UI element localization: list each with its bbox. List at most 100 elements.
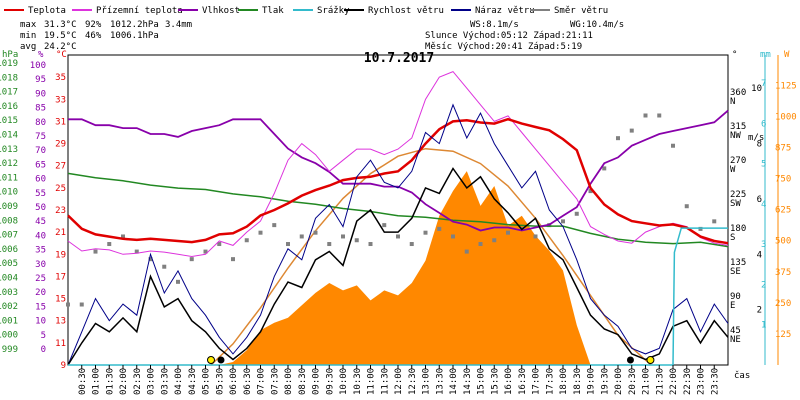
stat-max-label: max xyxy=(20,20,37,30)
wind-direction-point xyxy=(382,223,387,228)
ground-temperature-line xyxy=(67,71,729,258)
deg-axis-label: ° xyxy=(732,50,737,60)
x-tick-label: 19:00 xyxy=(587,368,597,395)
temperature-line xyxy=(67,117,729,245)
ms-tick: 2 xyxy=(757,306,762,316)
w-tick: 1125 xyxy=(775,81,797,91)
theoretical-solar-line xyxy=(210,147,652,366)
pct-tick: 5 xyxy=(41,331,46,341)
x-tick-label: 21:30 xyxy=(655,368,665,395)
wind-direction-point xyxy=(341,234,345,239)
hpa-tick: 1000 xyxy=(0,331,18,341)
x-tick-label: 02:00 xyxy=(119,368,129,395)
pct-tick: 55 xyxy=(35,189,46,199)
mm-tick: 4 xyxy=(761,200,766,210)
w-axis-label: W xyxy=(784,50,790,60)
deg-tick: 180 xyxy=(730,224,746,234)
x-tick-label: 06:00 xyxy=(229,368,239,395)
x-axis-label: čas xyxy=(734,370,750,381)
pct-tick: 70 xyxy=(35,146,46,156)
legend-label-2: Vlhkost xyxy=(202,6,240,16)
wind-direction-layer xyxy=(66,113,717,307)
stat-max-pressure: 1012.2hPa xyxy=(110,20,159,30)
wind-direction-point xyxy=(451,234,455,239)
wind-direction-point xyxy=(396,234,400,239)
deg-dir-label: N xyxy=(730,97,735,107)
x-tick-label: 23:30 xyxy=(710,368,720,395)
x-tick-label: 17:30 xyxy=(545,368,555,395)
mm-tick: 6 xyxy=(761,119,766,129)
deg-dir-label: E xyxy=(730,301,735,311)
svg-text:max: max xyxy=(20,20,37,30)
hpa-tick: 1011 xyxy=(0,173,18,183)
stat-moon: Měsíc Východ:20:41 Západ:5:19 xyxy=(425,42,582,52)
wind-direction-point xyxy=(657,113,662,118)
legend-label-7: Směr větru xyxy=(554,6,608,16)
sunrise-marker xyxy=(207,356,215,364)
wind-direction-point xyxy=(368,242,373,247)
wind-direction-point xyxy=(437,226,442,231)
legend: Teplota Přízemní teplota Vlhkost Tlak Srážky… xyxy=(4,6,608,16)
wind-direction-point xyxy=(506,230,510,235)
x-tick-label: 10:30 xyxy=(353,368,363,395)
x-tick-label: 08:00 xyxy=(284,368,294,395)
stat-min-humidity: 46% xyxy=(85,31,102,41)
wind-direction-point xyxy=(93,249,98,254)
pct-tick: 95 xyxy=(35,75,46,85)
solar-layer xyxy=(68,147,728,366)
hpa-tick: 1014 xyxy=(0,131,18,141)
deg-dir-label: SE xyxy=(730,267,741,277)
wind-direction-point xyxy=(464,249,469,254)
x-tick-label: 09:30 xyxy=(325,368,335,395)
hpa-tick: 1004 xyxy=(0,274,18,284)
x-tick-label: 21:00 xyxy=(642,368,652,395)
wind-direction-point xyxy=(327,242,332,247)
x-tick-label: 12:00 xyxy=(394,368,404,395)
wind-direction-point xyxy=(588,189,593,194)
x-tick-label: 20:00 xyxy=(614,368,624,395)
pct-axis-label: % xyxy=(38,50,44,60)
wind-direction-point xyxy=(533,234,538,239)
wind-direction-point xyxy=(148,257,153,262)
x-tick-label: 12:30 xyxy=(408,368,418,395)
stats-panel: max 31.3°C 92% 1012.2hPa 3.4mm min 19.5°… xyxy=(20,20,624,52)
mm-tick: 7 xyxy=(761,79,766,89)
pct-tick: 25 xyxy=(35,274,46,284)
c-tick: 21 xyxy=(55,228,66,238)
pct-tick: 50 xyxy=(35,203,46,213)
wind-direction-point xyxy=(189,257,194,262)
wind-direction-point xyxy=(629,128,634,133)
deg-tick: 225 xyxy=(730,190,746,200)
c-tick: 35 xyxy=(55,73,66,83)
x-tick-label: 00:30 xyxy=(78,368,88,395)
hpa-tick: 1001 xyxy=(0,316,18,326)
pct-tick: 80 xyxy=(35,118,46,128)
x-tick-label: 02:30 xyxy=(133,368,143,395)
c-tick: 19 xyxy=(55,250,66,260)
c-tick: 15 xyxy=(55,295,66,305)
x-tick-label: 07:30 xyxy=(270,368,280,395)
c-tick: 27 xyxy=(55,162,66,172)
deg-dir-label: SW xyxy=(730,199,741,209)
wind-direction-point xyxy=(354,238,359,243)
wind-direction-point xyxy=(313,230,318,235)
axes: 1019101810171016101510141013101210111010… xyxy=(0,50,797,395)
deg-dir-label: NW xyxy=(730,131,741,141)
wind-direction-point xyxy=(299,234,304,239)
x-tick-label: 03:00 xyxy=(147,368,157,395)
deg-tick: 135 xyxy=(730,258,746,268)
wind-direction-point xyxy=(258,230,263,235)
w-tick: 625 xyxy=(775,206,791,216)
wind-direction-point xyxy=(134,249,139,254)
pct-tick: 15 xyxy=(35,302,46,312)
wind-direction-point xyxy=(107,242,112,247)
c-tick: 13 xyxy=(55,317,66,327)
wind-speed-line xyxy=(67,167,729,366)
wind-direction-point xyxy=(684,204,689,209)
hpa-tick: 1017 xyxy=(0,88,18,98)
deg-tick: 270 xyxy=(730,156,746,166)
hpa-tick: 1006 xyxy=(0,245,18,255)
stat-sun: Slunce Východ:05:12 Západ:21:11 xyxy=(425,31,593,41)
w-tick: 500 xyxy=(775,237,791,247)
